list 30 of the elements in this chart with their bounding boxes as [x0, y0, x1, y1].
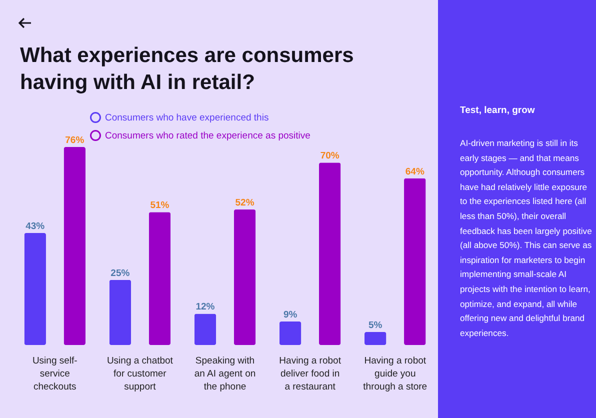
x-tick-label: Having a robot deliver food in a restaurant: [279, 356, 342, 392]
bar: [318, 162, 341, 345]
data-label: 52%: [235, 198, 255, 209]
data-label: 25%: [110, 268, 130, 279]
chart-title: What experiences are consumers having with AI in retail?: [20, 43, 355, 96]
x-tick-label: Speaking with an AI agent on the phone: [194, 356, 256, 392]
data-label: 51%: [150, 200, 170, 212]
bar: [194, 314, 216, 345]
bar: [234, 210, 256, 345]
data-label: 76%: [65, 135, 85, 146]
legend-label: Consumers who rated the experience as positive: [105, 130, 310, 142]
data-label: 43%: [26, 220, 46, 232]
bar: [364, 332, 386, 345]
text: Test, learn, grow: [460, 105, 535, 116]
bar: [24, 232, 46, 345]
data-label: 12%: [196, 302, 216, 313]
data-label: 70%: [320, 150, 340, 162]
x-tick-label: Having a robot guide you through a store: [363, 356, 428, 392]
x-tick-label: Using a chatbot for customer support: [106, 356, 174, 392]
text: AI-driven marketing is still in its early stages — and that means opportunity. Although consumers have had relatively little exposure to the experiences listed here (all less than 50%), their overall feedback has been largely positive (all above 50%). This can serve as inspiration for marketers to begin implementing small-scale AI projects with the intention to learn, optimize, and expand, all while offering new and delightful brand experiences.: [460, 138, 592, 338]
bar: [279, 322, 302, 345]
data-label: 64%: [405, 166, 425, 178]
bar: [404, 178, 426, 345]
legend-label: Consumers who have experienced this: [105, 112, 269, 124]
bar: [148, 212, 171, 345]
bar: [64, 147, 86, 345]
x-tick-label: Using self-service checkouts: [32, 356, 78, 392]
bar: [109, 280, 132, 345]
data-label: 9%: [283, 310, 298, 321]
data-label: 5%: [368, 320, 383, 331]
